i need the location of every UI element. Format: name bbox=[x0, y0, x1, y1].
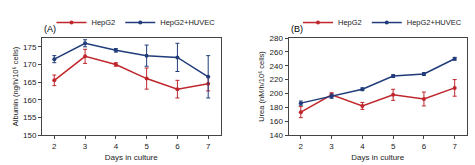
svg-text:5: 5 bbox=[144, 142, 149, 151]
svg-text:165: 165 bbox=[23, 78, 37, 87]
svg-text:Days in culture: Days in culture bbox=[351, 153, 404, 162]
svg-text:(A): (A) bbox=[44, 24, 56, 34]
svg-text:(B): (B) bbox=[291, 24, 303, 34]
svg-text:HepG2: HepG2 bbox=[338, 18, 362, 27]
svg-text:180: 180 bbox=[270, 103, 284, 112]
svg-text:260: 260 bbox=[270, 48, 284, 57]
svg-text:4: 4 bbox=[114, 142, 119, 151]
svg-text:140: 140 bbox=[270, 131, 284, 140]
svg-text:7: 7 bbox=[452, 142, 457, 151]
svg-text:5: 5 bbox=[391, 142, 396, 151]
svg-text:HepG2+HUVEC: HepG2+HUVEC bbox=[407, 18, 462, 27]
svg-text:240: 240 bbox=[270, 62, 284, 71]
svg-text:Days in culture: Days in culture bbox=[105, 153, 158, 162]
svg-text:170: 170 bbox=[23, 60, 37, 69]
svg-text:7: 7 bbox=[206, 142, 211, 151]
svg-text:2: 2 bbox=[52, 142, 57, 151]
svg-text:160: 160 bbox=[270, 117, 284, 126]
svg-text:160: 160 bbox=[23, 96, 37, 105]
svg-text:280: 280 bbox=[270, 34, 284, 43]
svg-text:6: 6 bbox=[175, 142, 180, 151]
svg-text:220: 220 bbox=[270, 75, 284, 84]
svg-text:175: 175 bbox=[23, 43, 37, 52]
svg-text:3: 3 bbox=[83, 142, 88, 151]
svg-text:3: 3 bbox=[329, 142, 334, 151]
svg-text:HepG2: HepG2 bbox=[92, 18, 116, 27]
svg-text:Urea (nM/h/10⁶ cells): Urea (nM/h/10⁶ cells) bbox=[257, 51, 266, 122]
svg-text:HepG2+HUVEC: HepG2+HUVEC bbox=[160, 18, 215, 27]
svg-text:2: 2 bbox=[299, 142, 304, 151]
svg-text:4: 4 bbox=[360, 142, 365, 151]
svg-text:Albumin (ng/h/10⁶ cells): Albumin (ng/h/10⁶ cells) bbox=[11, 46, 20, 126]
svg-text:150: 150 bbox=[23, 131, 37, 140]
svg-text:155: 155 bbox=[23, 113, 37, 122]
svg-text:200: 200 bbox=[270, 89, 284, 98]
svg-text:6: 6 bbox=[422, 142, 427, 151]
